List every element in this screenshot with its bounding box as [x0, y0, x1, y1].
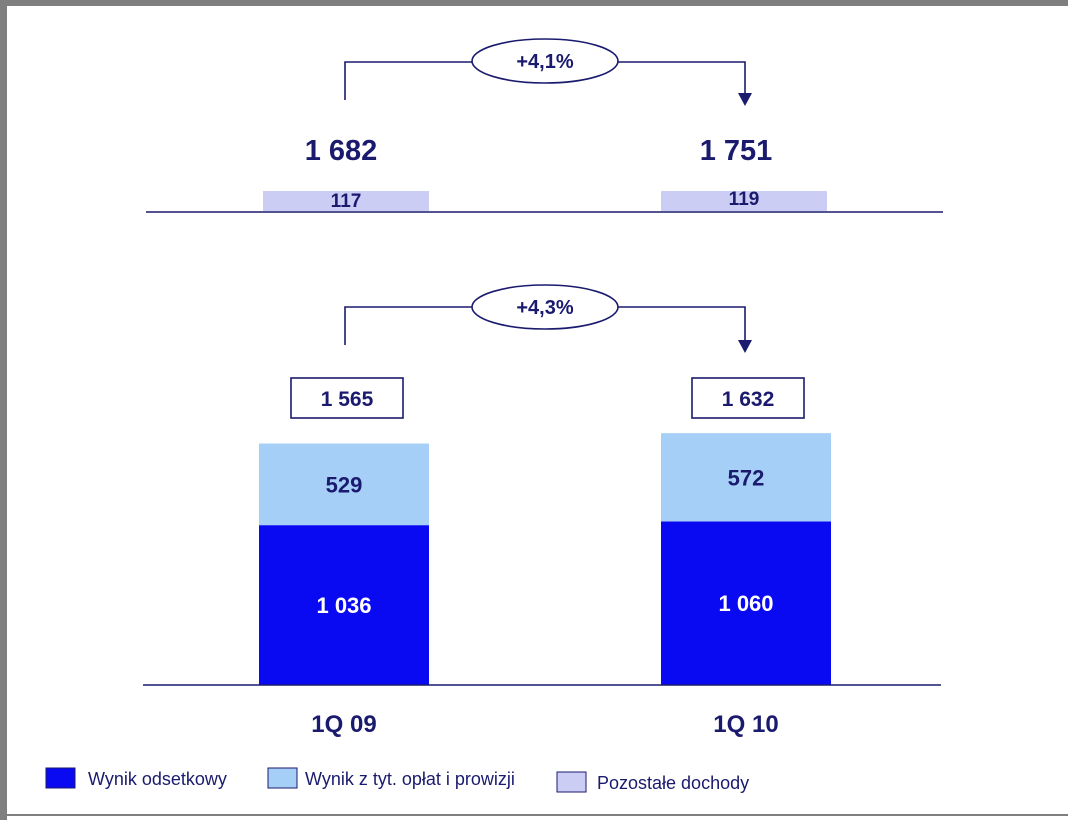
bar-fees-1q09	[259, 443, 429, 526]
fees-label-1q09: 529	[326, 472, 363, 497]
legend-label-other: Pozostałe dochody	[597, 773, 749, 793]
other-income-label-1q10: 119	[729, 189, 760, 210]
legend-label-interest: Wynik odsetkowy	[88, 769, 227, 789]
arrowhead-down-icon	[738, 93, 752, 106]
other-income-chart: +4,1% 1 682 1 751 117 119	[146, 38, 943, 213]
legend-swatch-other	[556, 771, 587, 793]
legend-swatch-interest	[45, 767, 76, 789]
total-box-value-1q09: 1 565	[321, 388, 374, 411]
growth-connector-bottom	[344, 306, 746, 345]
growth-label-top: +4,1%	[516, 51, 573, 73]
bar-interest-1q10	[661, 521, 831, 685]
total-box-1q09	[290, 377, 404, 419]
total-value-1q10: 1 751	[700, 135, 773, 167]
legend: Wynik odsetkowy Wynik z tyt. opłat i pro…	[45, 767, 749, 793]
total-value-1q09: 1 682	[305, 135, 378, 167]
legend-swatch-fees	[267, 767, 298, 789]
stacked-income-chart: +4,3% 1 565 1 632 529 1 036 572 1 060 1Q…	[143, 284, 941, 738]
bar-other-income-1q09	[263, 191, 429, 211]
bar-other-income-1q10	[661, 191, 827, 211]
total-box-1q10	[691, 377, 805, 419]
other-income-label-1q09: 117	[331, 191, 362, 212]
bar-fees-1q10	[661, 433, 831, 522]
total-box-value-1q10: 1 632	[722, 388, 775, 411]
bar-interest-1q09	[259, 525, 429, 685]
category-label-1q09: 1Q 09	[311, 711, 376, 738]
arrowhead-down-icon	[738, 340, 752, 353]
legend-label-fees: Wynik z tyt. opłat i prowizji	[305, 769, 515, 789]
growth-ellipse-top	[471, 38, 619, 84]
interest-label-1q09: 1 036	[316, 593, 371, 618]
category-label-1q10: 1Q 10	[713, 711, 778, 738]
growth-label-bottom: +4,3%	[516, 297, 573, 319]
fees-label-1q10: 572	[728, 465, 765, 490]
growth-ellipse-bottom	[471, 284, 619, 330]
interest-label-1q10: 1 060	[718, 591, 773, 616]
growth-connector-top	[344, 61, 746, 100]
